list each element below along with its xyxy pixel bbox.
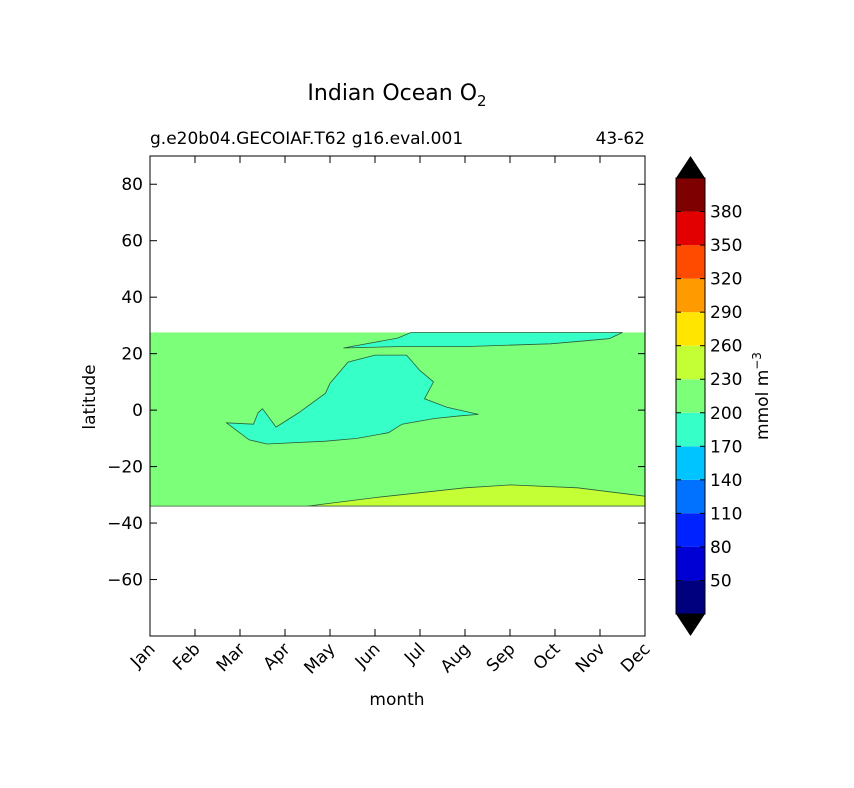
y-tick-label: 80 [121, 175, 143, 195]
x-tick-label: Sep [483, 639, 520, 676]
x-tick-label: Nov [572, 639, 610, 677]
x-tick-label: Aug [437, 639, 475, 677]
plot-area [150, 332, 646, 507]
contour-northern-strip [343, 332, 623, 349]
colorbar-segment [676, 211, 705, 246]
colorbar-tick-label: 230 [710, 370, 742, 390]
colorbar-tick-label: 260 [710, 337, 742, 357]
x-tick-label: Jan [126, 639, 159, 672]
colorbar-label-text: mmol m [753, 370, 773, 440]
colorbar-segment [676, 245, 705, 279]
colorbar-segment [676, 345, 705, 380]
chart-title-subscript: 2 [477, 92, 487, 110]
colorbar-segment [676, 446, 705, 480]
colorbar-label-exponent: −3 [750, 352, 764, 370]
colorbar-tick-label: 320 [710, 270, 742, 290]
x-tick-label: Jul [400, 639, 429, 668]
colorbar-segment [676, 178, 705, 212]
chart-subtitle-left: g.e20b04.GECOIAF.T62 g16.eval.001 [150, 129, 463, 149]
y-tick-label: −60 [107, 571, 143, 591]
colorbar-tick-label: 380 [710, 203, 742, 223]
x-tick-label: Oct [530, 639, 565, 674]
colorbar-tick-label: 200 [710, 404, 742, 424]
colorbar-segment [676, 513, 705, 547]
x-axis-label: month [369, 690, 424, 710]
y-tick-label: −20 [107, 458, 143, 478]
colorbar-segment [676, 278, 705, 313]
colorbar-frame [675, 177, 706, 615]
colorbar-tick-label: 140 [710, 471, 742, 491]
colorbar-segment [676, 546, 705, 581]
colorbar-extend-low [676, 614, 705, 636]
colorbar-segment [676, 379, 705, 413]
y-axis: 80 60 40 20 0 −20 −40 −60 [107, 175, 645, 591]
colorbar-segment [676, 580, 705, 614]
contour-low-oxygen-core [225, 354, 479, 445]
y-tick-label: 60 [121, 232, 143, 252]
plot-frame [149, 155, 646, 637]
chart-subtitle-right: 43-62 [596, 129, 645, 149]
x-tick-label: May [301, 639, 340, 678]
y-axis-label: latitude [80, 364, 100, 429]
y-tick-label: −40 [107, 514, 143, 534]
colorbar-extend-high [676, 156, 705, 178]
colorbar-segment [676, 412, 705, 447]
colorbar-segment [676, 312, 705, 346]
colorbar-label: mmol m−3 [750, 352, 773, 440]
x-tick-label: Apr [260, 639, 295, 674]
y-tick-label: 0 [132, 401, 143, 421]
colorbar-tick-label: 350 [710, 236, 742, 256]
x-tick-label: Mar [213, 639, 250, 676]
colorbar: 50 80 110 140 170 200 230 260 290 320 350 380 [675, 156, 742, 636]
x-tick-label: Jun [351, 639, 385, 673]
x-tick-label: Dec [617, 639, 654, 676]
colorbar-tick-label: 80 [710, 538, 732, 558]
chart-title: Indian Ocean O2 [307, 81, 486, 110]
x-tick-label: Feb [169, 639, 204, 674]
colorbar-segment [676, 479, 705, 514]
colorbar-tick-label: 110 [710, 504, 742, 524]
y-tick-label: 20 [121, 345, 143, 365]
y-tick-label: 40 [121, 288, 143, 308]
chart-title-main: Indian Ocean O [307, 81, 477, 106]
colorbar-tick-label: 290 [710, 303, 742, 323]
colorbar-tick-label: 50 [710, 571, 732, 591]
colorbar-tick-label: 170 [710, 437, 742, 457]
